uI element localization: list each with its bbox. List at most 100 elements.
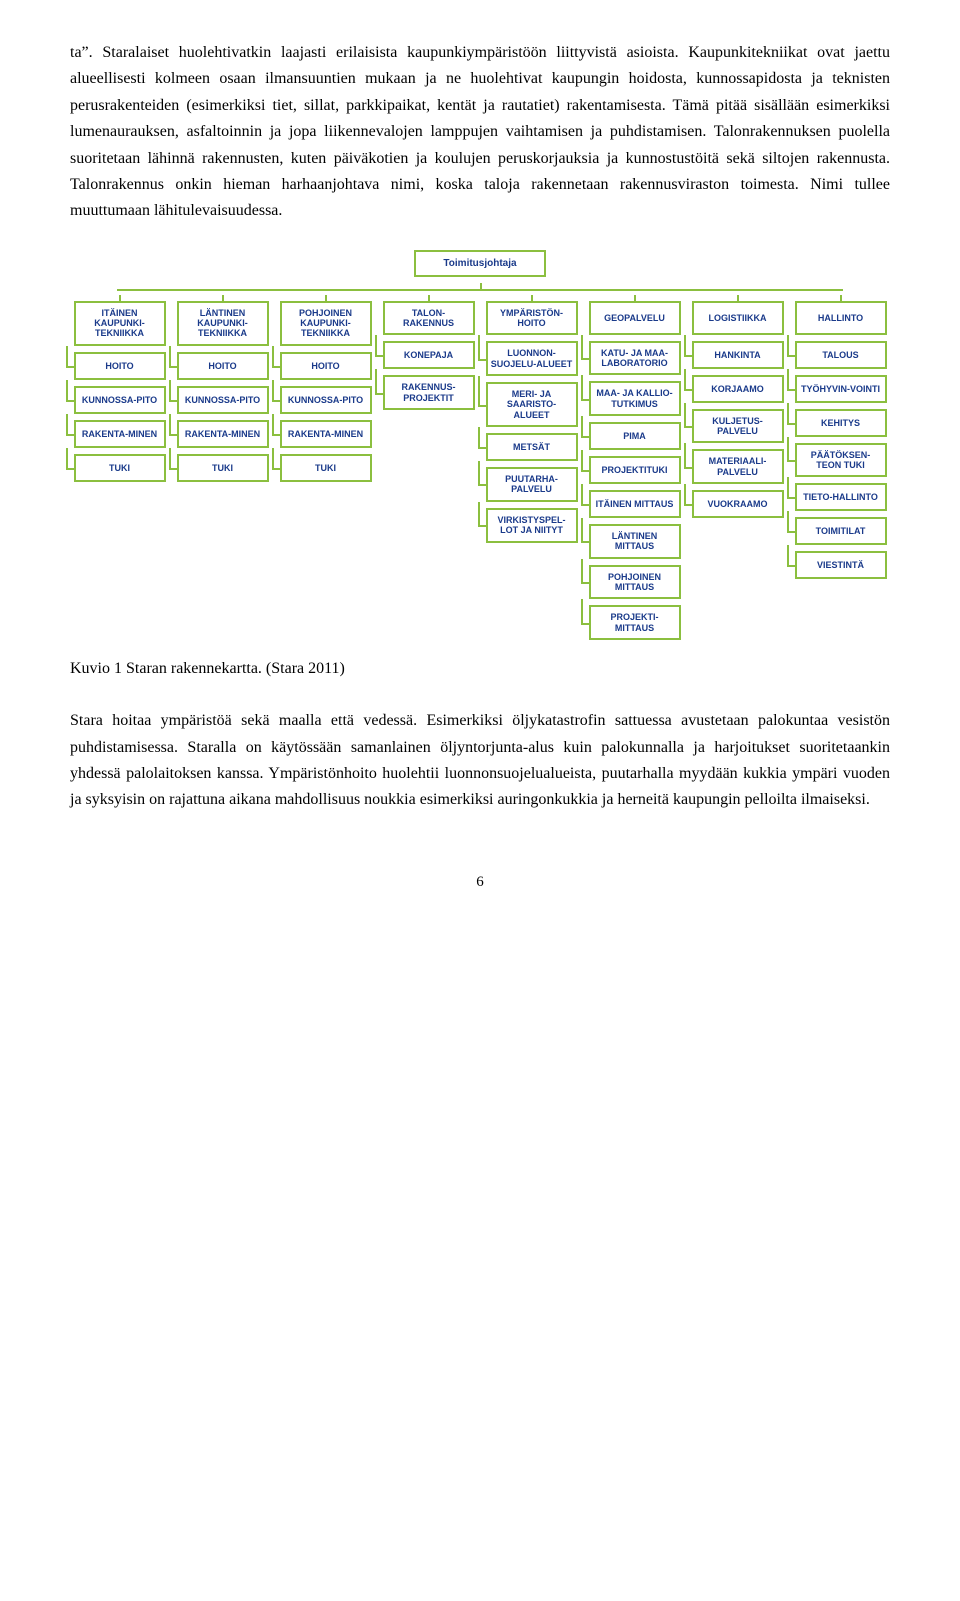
org-header-node: ITÄINEN KAUPUNKI-TEKNIIKKA: [74, 301, 166, 346]
org-child-node: VIESTINTÄ: [795, 551, 887, 579]
org-child-row: PROJEKTI-MITTAUS: [589, 605, 681, 640]
org-child-node: MAA- JA KALLIO-TUTKIMUS: [589, 381, 681, 416]
paragraph-2: Stara hoitaa ympäristöä sekä maalla että…: [70, 708, 890, 814]
org-child-row: VUOKRAAMO: [692, 490, 784, 518]
org-header-node: YMPÄRISTÖN-HOITO: [486, 301, 578, 336]
paragraph-1: ta”. Staralaiset huolehtivatkin laajasti…: [70, 40, 890, 225]
org-child-node: PROJEKTI-MITTAUS: [589, 605, 681, 640]
org-child-row: TYÖHYVIN-VOINTI: [795, 375, 887, 403]
org-child-stack: KONEPAJA RAKENNUS-PROJEKTIT: [383, 335, 475, 410]
org-column: LOGISTIIKKA HANKINTA KORJAAMO KULJETUS-PALV…: [688, 295, 787, 640]
org-columns: ITÄINEN KAUPUNKI-TEKNIIKKA HOITO KUNNOSSA-…: [70, 295, 890, 640]
org-child-node: HOITO: [74, 352, 166, 380]
org-child-node: RAKENTA-MINEN: [280, 420, 372, 448]
org-child-node: LUONNON-SUOJELU-ALUEET: [486, 341, 578, 376]
org-child-row: MAA- JA KALLIO-TUTKIMUS: [589, 381, 681, 416]
org-header-node: LÄNTINEN KAUPUNKI-TEKNIIKKA: [177, 301, 269, 346]
org-child-node: MATERIAALI-PALVELU: [692, 449, 784, 484]
org-child-row: KUNNOSSA-PITO: [74, 386, 166, 414]
org-child-stack: TALOUS TYÖHYVIN-VOINTI KEHITYS PÄÄTÖKSEN-TE…: [795, 335, 887, 580]
org-child-node: KULJETUS-PALVELU: [692, 409, 784, 444]
org-child-row: HOITO: [74, 352, 166, 380]
org-column: ITÄINEN KAUPUNKI-TEKNIIKKA HOITO KUNNOSSA-…: [70, 295, 169, 640]
org-child-row: PIMA: [589, 422, 681, 450]
org-child-row: PÄÄTÖKSEN-TEON TUKI: [795, 443, 887, 478]
org-child-row: TUKI: [74, 454, 166, 482]
page-number: 6: [70, 874, 890, 891]
figure-caption: Kuvio 1 Staran rakennekartta. (Stara 201…: [70, 660, 890, 678]
org-child-stack: HOITO KUNNOSSA-PITO RAKENTA-MINEN TUKI: [74, 346, 166, 482]
org-root-node: Toimitusjohtaja: [414, 250, 546, 277]
org-child-stack: HANKINTA KORJAAMO KULJETUS-PALVELU MATERIAA…: [692, 335, 784, 518]
org-child-row: KATU- JA MAA-LABORATORIO: [589, 341, 681, 376]
org-child-row: TALOUS: [795, 341, 887, 369]
org-column: HALLINTO TALOUS TYÖHYVIN-VOINTI KEHITYS PÄÄT…: [791, 295, 890, 640]
org-child-node: RAKENNUS-PROJEKTIT: [383, 375, 475, 410]
org-child-row: KUNNOSSA-PITO: [177, 386, 269, 414]
org-child-row: PUUTARHA-PALVELU: [486, 467, 578, 502]
org-child-row: KULJETUS-PALVELU: [692, 409, 784, 444]
org-child-row: KONEPAJA: [383, 341, 475, 369]
org-header-node: LOGISTIIKKA: [692, 301, 784, 335]
org-child-row: RAKENTA-MINEN: [280, 420, 372, 448]
org-child-node: PÄÄTÖKSEN-TEON TUKI: [795, 443, 887, 478]
org-child-row: HOITO: [177, 352, 269, 380]
org-child-row: TOIMITILAT: [795, 517, 887, 545]
org-child-node: TOIMITILAT: [795, 517, 887, 545]
org-child-row: PROJEKTITUKI: [589, 456, 681, 484]
org-child-row: HANKINTA: [692, 341, 784, 369]
org-child-row: TUKI: [280, 454, 372, 482]
org-child-row: MATERIAALI-PALVELU: [692, 449, 784, 484]
org-child-row: KEHITYS: [795, 409, 887, 437]
org-child-node: KORJAAMO: [692, 375, 784, 403]
org-child-node: KUNNOSSA-PITO: [177, 386, 269, 414]
org-child-node: TYÖHYVIN-VOINTI: [795, 375, 887, 403]
org-child-node: METSÄT: [486, 433, 578, 461]
org-child-node: TIETO-HALLINTO: [795, 483, 887, 511]
org-child-row: ITÄINEN MITTAUS: [589, 490, 681, 518]
org-child-row: RAKENTA-MINEN: [74, 420, 166, 448]
org-child-node: HOITO: [280, 352, 372, 380]
org-child-stack: HOITO KUNNOSSA-PITO RAKENTA-MINEN TUKI: [280, 346, 372, 482]
org-child-node: KUNNOSSA-PITO: [280, 386, 372, 414]
org-column: POHJOINEN KAUPUNKI-TEKNIIKKA HOITO KUNNOSS…: [276, 295, 375, 640]
chart-connector: [70, 283, 890, 295]
org-child-row: KUNNOSSA-PITO: [280, 386, 372, 414]
org-child-node: PUUTARHA-PALVELU: [486, 467, 578, 502]
org-child-row: VIRKISTYSPEL-LOT JA NIITYT: [486, 508, 578, 543]
org-header-node: POHJOINEN KAUPUNKI-TEKNIIKKA: [280, 301, 372, 346]
org-child-stack: LUONNON-SUOJELU-ALUEET MERI- JA SAARISTO-…: [486, 335, 578, 542]
org-child-node: RAKENTA-MINEN: [74, 420, 166, 448]
org-header-node: GEOPALVELU: [589, 301, 681, 335]
org-child-row: LÄNTINEN MITTAUS: [589, 524, 681, 559]
org-child-node: HOITO: [177, 352, 269, 380]
org-column: LÄNTINEN KAUPUNKI-TEKNIIKKA HOITO KUNNOSSA…: [173, 295, 272, 640]
org-child-node: TUKI: [177, 454, 269, 482]
org-child-row: RAKENTA-MINEN: [177, 420, 269, 448]
org-child-row: RAKENNUS-PROJEKTIT: [383, 375, 475, 410]
org-child-stack: KATU- JA MAA-LABORATORIO MAA- JA KALLIO-T…: [589, 335, 681, 640]
org-child-node: TUKI: [280, 454, 372, 482]
org-child-node: KATU- JA MAA-LABORATORIO: [589, 341, 681, 376]
org-child-node: TUKI: [74, 454, 166, 482]
org-header-node: TALON-RAKENNUS: [383, 301, 475, 336]
org-chart: Toimitusjohtaja ITÄINEN KAUPUNKI-TEKNIIK…: [70, 250, 890, 640]
org-header-node: HALLINTO: [795, 301, 887, 335]
org-child-node: RAKENTA-MINEN: [177, 420, 269, 448]
org-child-row: MERI- JA SAARISTO-ALUEET: [486, 382, 578, 427]
org-child-row: KORJAAMO: [692, 375, 784, 403]
org-child-row: POHJOINEN MITTAUS: [589, 565, 681, 600]
org-child-row: LUONNON-SUOJELU-ALUEET: [486, 341, 578, 376]
org-column: TALON-RAKENNUS KONEPAJA RAKENNUS-PROJEKTIT: [379, 295, 478, 640]
org-child-node: TALOUS: [795, 341, 887, 369]
org-child-node: MERI- JA SAARISTO-ALUEET: [486, 382, 578, 427]
org-child-node: PROJEKTITUKI: [589, 456, 681, 484]
org-column: GEOPALVELU KATU- JA MAA-LABORATORIO MAA- J…: [585, 295, 684, 640]
org-child-node: KUNNOSSA-PITO: [74, 386, 166, 414]
org-child-row: TIETO-HALLINTO: [795, 483, 887, 511]
org-child-row: TUKI: [177, 454, 269, 482]
org-child-node: LÄNTINEN MITTAUS: [589, 524, 681, 559]
org-child-node: HANKINTA: [692, 341, 784, 369]
org-child-node: KONEPAJA: [383, 341, 475, 369]
org-child-row: VIESTINTÄ: [795, 551, 887, 579]
